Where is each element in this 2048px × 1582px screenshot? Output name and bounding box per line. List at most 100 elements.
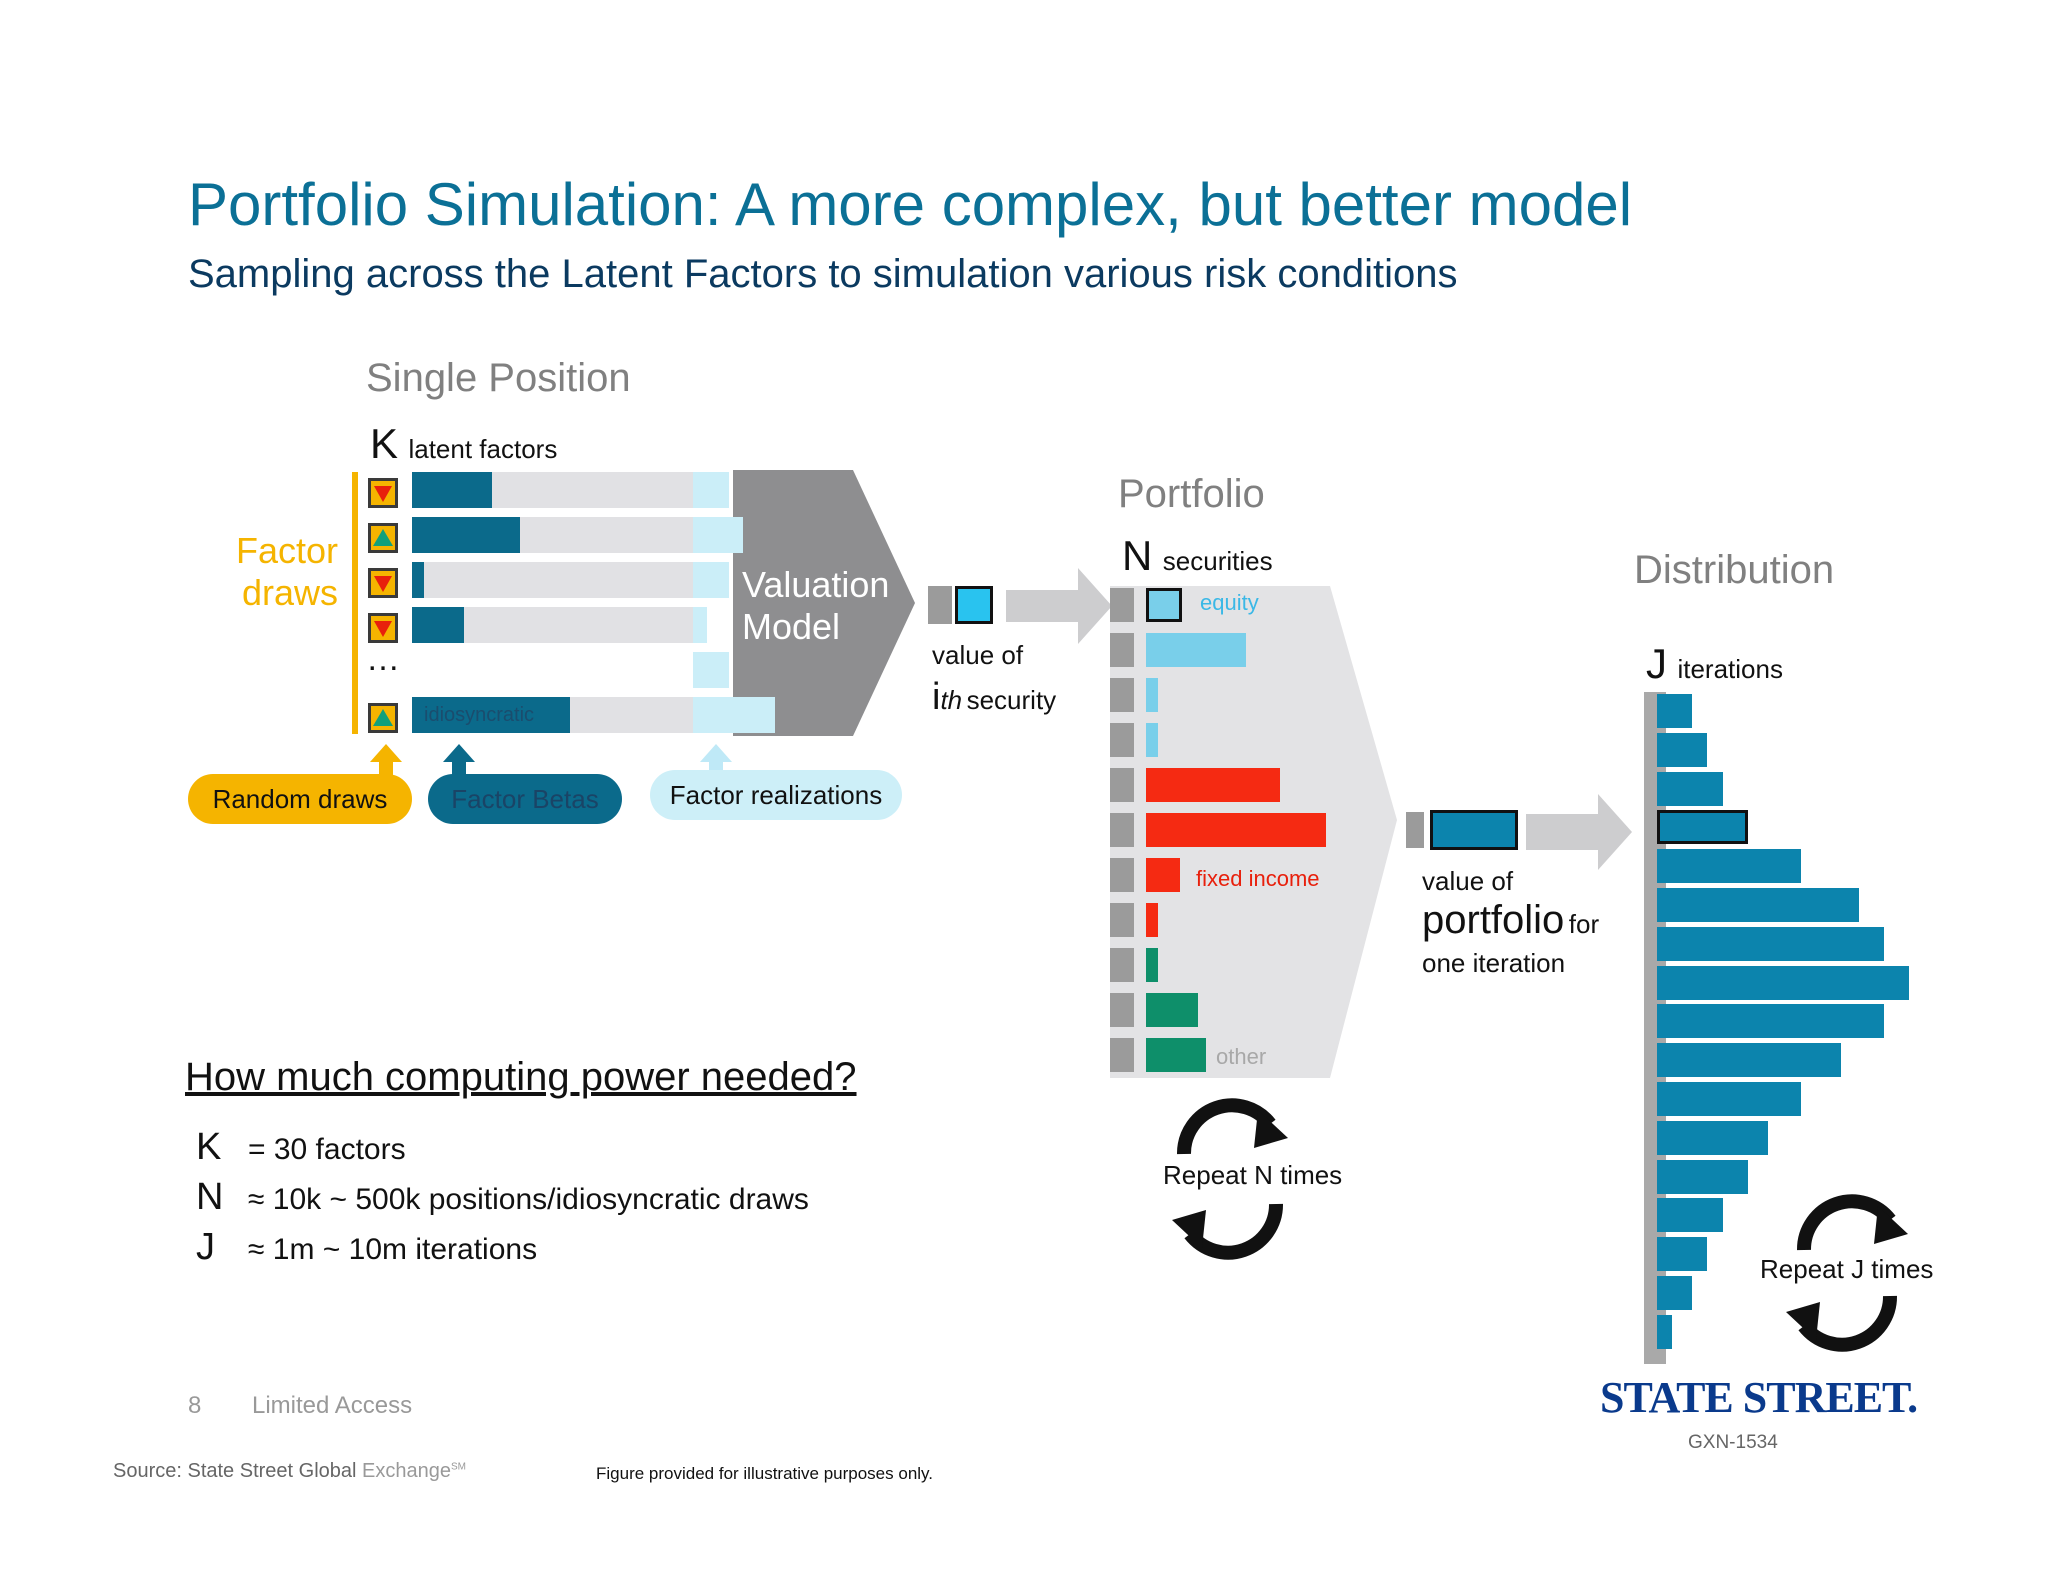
distribution-bar (1657, 694, 1692, 728)
distribution-bar (1657, 1121, 1768, 1155)
distribution-bar (1657, 927, 1884, 961)
factor-realization-bar (693, 472, 729, 508)
state-street-logo: STATE STREET. (1600, 1373, 1918, 1422)
distribution-heading: Distribution (1634, 548, 1835, 592)
source-tail: Exchange (362, 1460, 451, 1482)
fixed-income-security-bar (1146, 768, 1280, 802)
random-draws-arrow-icon (370, 744, 402, 786)
factor-realization-bar (693, 607, 707, 643)
factor-beta-bar (412, 562, 424, 598)
factor-track (412, 562, 696, 598)
compute-row: N ≈ 10k ~ 500k positions/idiosyncratic dr… (196, 1176, 809, 1219)
up-arrow-icon (368, 703, 398, 733)
security-stub (1110, 633, 1134, 667)
repeat-n-top-arrow-icon (1176, 1098, 1288, 1155)
factor-realization-bar (693, 517, 743, 553)
factor-realization-bar (693, 562, 729, 598)
fixed-income-label: fixed income (1196, 866, 1320, 891)
distribution-bar (1657, 1198, 1723, 1232)
security-value-stub (928, 586, 952, 624)
equity-security-bar (1146, 678, 1158, 712)
distribution-bar (1657, 1276, 1692, 1310)
to-portfolio-arrow-icon (1006, 568, 1112, 644)
fixed-income-security-bar (1146, 813, 1326, 847)
security-stub (1110, 993, 1134, 1027)
other-label: other (1216, 1044, 1267, 1069)
access-label: Limited Access (252, 1392, 413, 1419)
ith-security-label: ith security (932, 676, 1056, 719)
factor-draws-bracket (352, 472, 358, 734)
other-security-bar (1146, 948, 1158, 982)
factor-ellipsis: … (366, 640, 400, 678)
k-letter: K (370, 420, 399, 467)
distribution-bar-selected (1657, 810, 1748, 844)
ith-i: i (932, 676, 941, 718)
factor-draws-line-2: draws (241, 572, 338, 613)
securities-text: securities (1162, 546, 1273, 576)
fixed-income-security-bar (1146, 903, 1158, 937)
distribution-bar (1657, 733, 1707, 767)
portfolio-value-of-label: value of (1422, 866, 1514, 896)
illustrative-note: Figure provided for illustrative purpose… (596, 1464, 934, 1483)
repeat-n-label: Repeat N times (1163, 1160, 1343, 1190)
k-latent-factors-label: K latent factors (370, 420, 557, 468)
ith-th: th (940, 685, 963, 715)
factor-realization-bar (693, 697, 775, 733)
compute-text: ≈ 10k ~ 500k positions/idiosyncratic dra… (248, 1183, 809, 1216)
security-stub (1110, 813, 1134, 847)
compute-text: = 30 factors (248, 1133, 406, 1166)
compute-row: J ≈ 1m ~ 10m iterations (196, 1226, 537, 1269)
distribution-bar (1657, 772, 1723, 806)
equity-security-bar-selected (1146, 588, 1182, 622)
distribution-bar (1657, 1082, 1801, 1116)
distribution-bar (1657, 1237, 1707, 1271)
valuation-model-shape (733, 470, 915, 736)
factor-beta-bar (412, 517, 520, 553)
factor-beta-bar (412, 472, 492, 508)
distribution-bar (1657, 849, 1801, 883)
security-stub (1110, 723, 1134, 757)
distribution-bar (1657, 1043, 1841, 1077)
factor-beta-bar (412, 607, 464, 643)
security-stub (1110, 678, 1134, 712)
security-stub (1110, 1038, 1134, 1072)
source-note: Source: State Street Global ExchangeSM (113, 1460, 466, 1483)
factor-realization-bar (693, 652, 729, 688)
single-position-heading: Single Position (366, 356, 631, 400)
valuation-line-2: Model (742, 606, 841, 647)
other-security-bar (1146, 1038, 1206, 1072)
page-subtitle: Sampling across the Latent Factors to si… (188, 252, 1458, 296)
distribution-bar (1657, 966, 1909, 1000)
page-number: 8 (188, 1392, 202, 1419)
down-arrow-icon (368, 478, 398, 508)
security-stub (1110, 903, 1134, 937)
security-stub (1110, 768, 1134, 802)
source-label: Source: State Street Global (113, 1460, 363, 1482)
j-letter: J (1646, 640, 1667, 687)
factor-betas-arrow-icon (443, 744, 475, 786)
one-iteration-label: one iteration (1422, 948, 1566, 978)
down-arrow-icon (368, 613, 398, 643)
compute-letter: K (196, 1126, 222, 1168)
security-value-box (955, 586, 993, 624)
repeat-n-bottom-arrow-icon (1172, 1203, 1284, 1260)
valuation-model-label: Valuation Model (742, 564, 889, 648)
equity-label: equity (1200, 590, 1259, 615)
portfolio-word: portfolio (1422, 898, 1565, 942)
ith-security-word: security (966, 685, 1057, 715)
to-distribution-arrow-icon (1526, 794, 1632, 870)
factor-draws-line-1: Factor (235, 530, 338, 571)
equity-security-bar (1146, 633, 1246, 667)
value-of-label: value of (932, 640, 1024, 670)
compute-letter: J (196, 1226, 215, 1268)
latent-factors-text: latent factors (408, 434, 558, 464)
fixed-income-security-bar (1146, 858, 1180, 892)
other-security-bar (1146, 993, 1198, 1027)
n-securities-label: N securities (1122, 532, 1273, 580)
factor-realizations-pill: Factor realizations (650, 770, 902, 820)
for-word: for (1568, 909, 1600, 939)
security-stub (1110, 948, 1134, 982)
compute-row: K = 30 factors (196, 1126, 406, 1169)
security-stub (1110, 588, 1134, 622)
security-stub (1110, 858, 1134, 892)
